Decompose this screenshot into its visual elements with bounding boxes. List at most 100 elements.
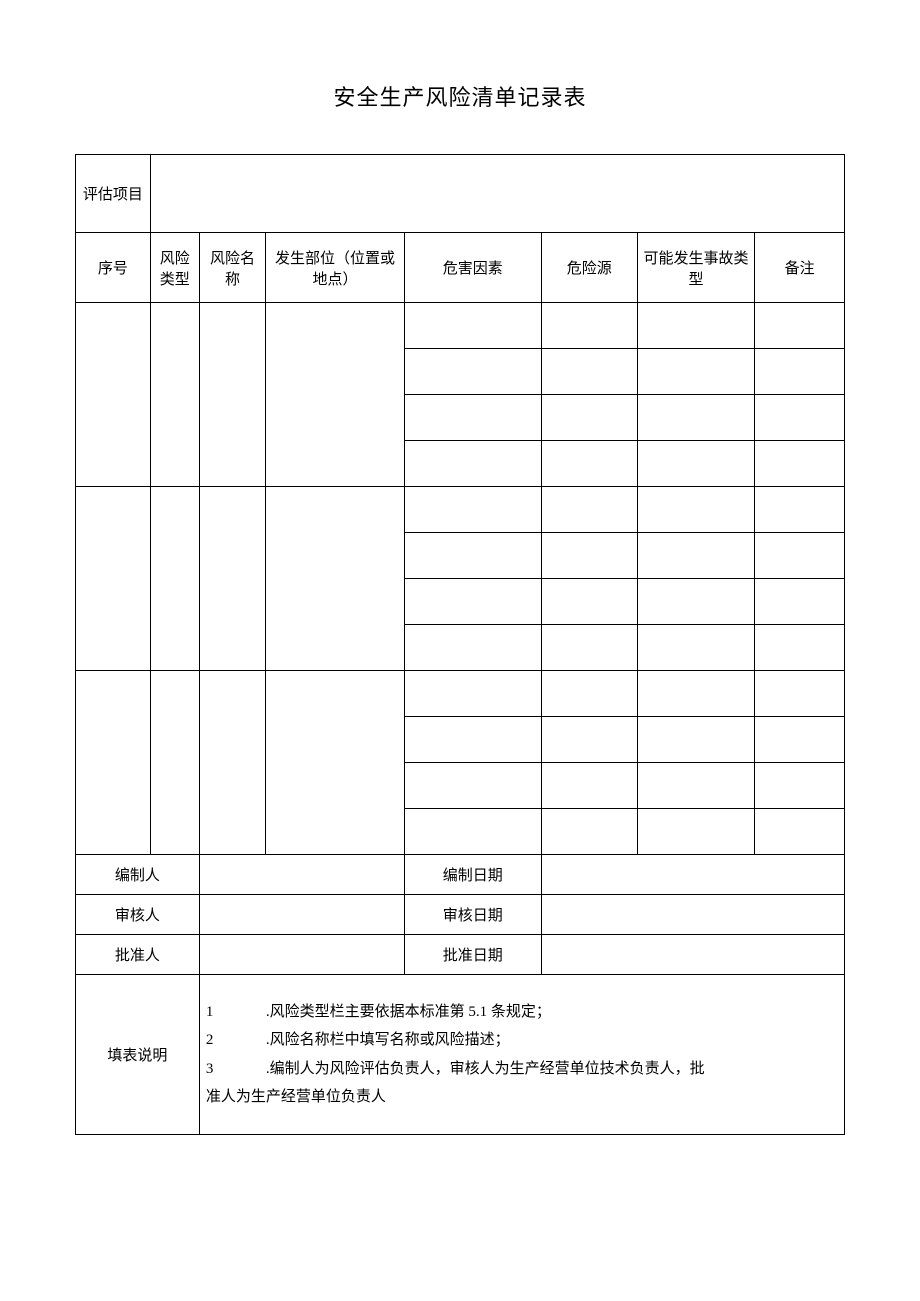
notes-content: 1.风险类型栏主要依据本标准第 5.1 条规定； 2.风险名称栏中填写名称或风险…: [199, 975, 844, 1135]
approve-date-label: 批准日期: [404, 935, 541, 975]
cell-seq: [76, 303, 151, 487]
preparer-label: 编制人: [76, 855, 200, 895]
cell-seq: [76, 487, 151, 671]
cell-accident-type: [637, 809, 754, 855]
cell-hazard-factor: [404, 717, 541, 763]
note-text: .风险类型栏主要依据本标准第 5.1 条规定；: [266, 1004, 551, 1020]
note-num: 1: [206, 998, 266, 1027]
cell-hazard-factor: [404, 349, 541, 395]
cell-hazard-factor: [404, 809, 541, 855]
review-date-value: [541, 895, 844, 935]
reviewer-label: 审核人: [76, 895, 200, 935]
cell-hazard-source: [541, 533, 637, 579]
cell-remark: [755, 533, 845, 579]
cell-risk-type: [150, 487, 199, 671]
cell-remark: [755, 487, 845, 533]
cell-remark: [755, 625, 845, 671]
cell-risk-type: [150, 303, 199, 487]
sign-row-reviewer: 审核人 审核日期: [76, 895, 845, 935]
cell-hazard-factor: [404, 441, 541, 487]
cell-remark: [755, 303, 845, 349]
cell-hazard-source: [541, 349, 637, 395]
col-hazard-factor: 危害因素: [404, 233, 541, 303]
approver-label: 批准人: [76, 935, 200, 975]
cell-hazard-source: [541, 441, 637, 487]
approve-date-value: [541, 935, 844, 975]
cell-remark: [755, 717, 845, 763]
cell-accident-type: [637, 671, 754, 717]
cell-accident-type: [637, 717, 754, 763]
prepare-date-label: 编制日期: [404, 855, 541, 895]
col-hazard-source: 危险源: [541, 233, 637, 303]
header-row: 序号 风险类型 风险名称 发生部位（位置或地点） 危害因素 危险源 可能发生事故…: [76, 233, 845, 303]
cell-risk-name: [199, 303, 265, 487]
cell-remark: [755, 809, 845, 855]
cell-remark: [755, 671, 845, 717]
cell-remark: [755, 579, 845, 625]
cell-hazard-factor: [404, 579, 541, 625]
sign-row-approver: 批准人 批准日期: [76, 935, 845, 975]
note-num: 3: [206, 1055, 266, 1084]
cell-hazard-source: [541, 303, 637, 349]
cell-hazard-factor: [404, 303, 541, 349]
cell-hazard-source: [541, 625, 637, 671]
cell-accident-type: [637, 763, 754, 809]
note-text: .风险名称栏中填写名称或风险描述；: [266, 1032, 510, 1048]
cell-remark: [755, 349, 845, 395]
cell-risk-name: [199, 487, 265, 671]
col-risk-name: 风险名称: [199, 233, 265, 303]
cell-accident-type: [637, 625, 754, 671]
cell-hazard-factor: [404, 487, 541, 533]
cell-accident-type: [637, 579, 754, 625]
cell-hazard-factor: [404, 671, 541, 717]
col-accident-type: 可能发生事故类型: [637, 233, 754, 303]
cell-accident-type: [637, 533, 754, 579]
notes-row: 填表说明 1.风险类型栏主要依据本标准第 5.1 条规定； 2.风险名称栏中填写…: [76, 975, 845, 1135]
notes-label: 填表说明: [76, 975, 200, 1135]
cell-hazard-source: [541, 809, 637, 855]
reviewer-value: [199, 895, 404, 935]
cell-remark: [755, 763, 845, 809]
risk-table: 评估项目 序号 风险类型 风险名称 发生部位（位置或地点） 危害因素 危险源 可…: [75, 154, 845, 1135]
cell-risk-type: [150, 671, 199, 855]
cell-hazard-factor: [404, 395, 541, 441]
table-row: [76, 303, 845, 349]
cell-hazard-source: [541, 487, 637, 533]
prepare-date-value: [541, 855, 844, 895]
cell-hazard-factor: [404, 763, 541, 809]
cell-location: [266, 671, 405, 855]
eval-row: 评估项目: [76, 155, 845, 233]
cell-hazard-source: [541, 717, 637, 763]
cell-hazard-source: [541, 763, 637, 809]
cell-accident-type: [637, 395, 754, 441]
eval-item-value: [150, 155, 844, 233]
cell-risk-name: [199, 671, 265, 855]
cell-remark: [755, 395, 845, 441]
approver-value: [199, 935, 404, 975]
cell-hazard-source: [541, 671, 637, 717]
cell-hazard-factor: [404, 533, 541, 579]
cell-accident-type: [637, 487, 754, 533]
note-text: .编制人为风险评估负责人，审核人为生产经营单位技术负责人，批: [266, 1061, 705, 1077]
table-row: [76, 671, 845, 717]
cell-accident-type: [637, 441, 754, 487]
sign-row-preparer: 编制人 编制日期: [76, 855, 845, 895]
cell-hazard-factor: [404, 625, 541, 671]
cell-accident-type: [637, 349, 754, 395]
cell-location: [266, 487, 405, 671]
cell-remark: [755, 441, 845, 487]
eval-item-label: 评估项目: [76, 155, 151, 233]
note-num: 2: [206, 1026, 266, 1055]
table-row: [76, 487, 845, 533]
cell-location: [266, 303, 405, 487]
col-risk-type: 风险类型: [150, 233, 199, 303]
note-text-cont: 准人为生产经营单位负责人: [206, 1083, 838, 1112]
review-date-label: 审核日期: [404, 895, 541, 935]
page-title: 安全生产风险清单记录表: [75, 80, 845, 112]
cell-accident-type: [637, 303, 754, 349]
col-seq: 序号: [76, 233, 151, 303]
cell-hazard-source: [541, 395, 637, 441]
col-remark: 备注: [755, 233, 845, 303]
preparer-value: [199, 855, 404, 895]
cell-seq: [76, 671, 151, 855]
